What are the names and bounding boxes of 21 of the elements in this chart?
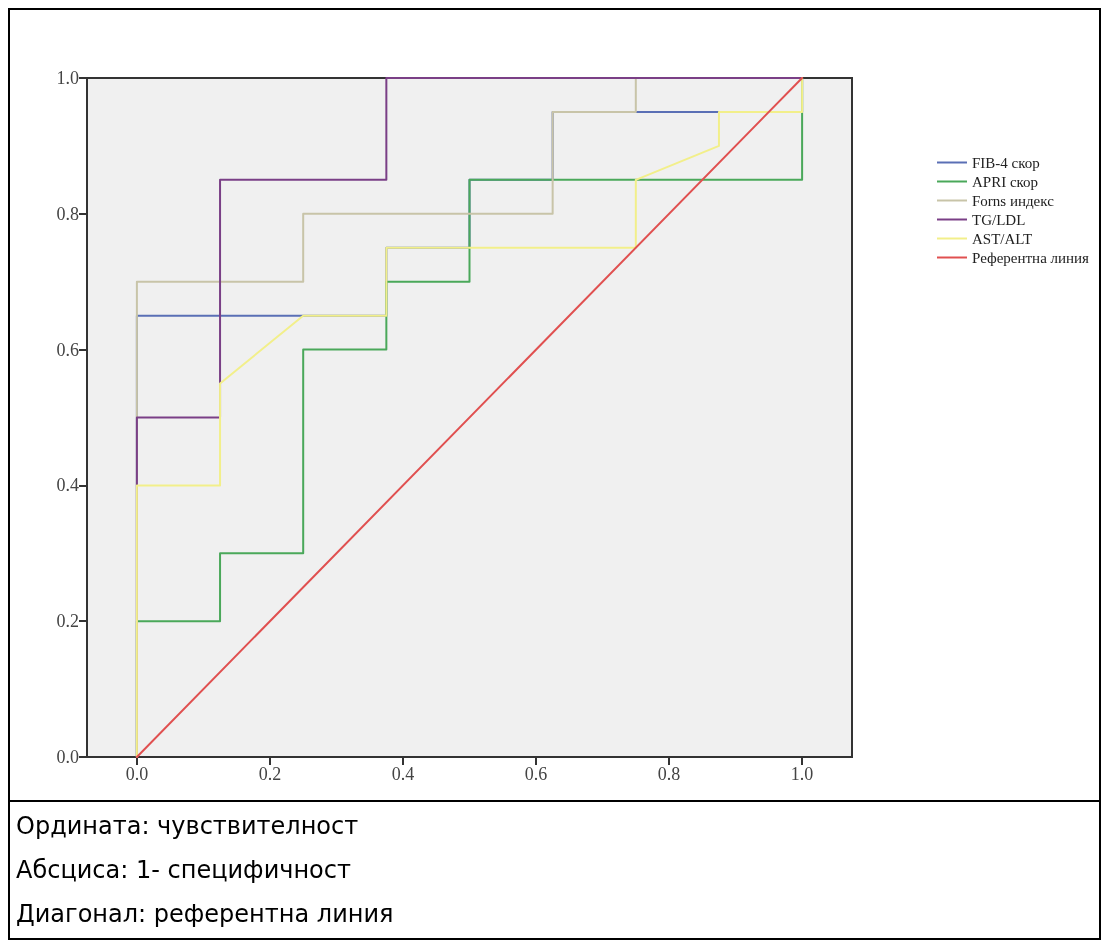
x-tick-label: 0.8: [657, 764, 681, 784]
x-tick-label: 1.0: [790, 764, 814, 784]
x-tick-label: 0.4: [391, 764, 415, 784]
y-tick-label: 0.8: [56, 203, 79, 224]
legend-label: Референтна линия: [972, 249, 1090, 266]
y-tick-label: 0.6: [56, 339, 79, 360]
legend-label: Forns индекс: [972, 192, 1055, 209]
text: Ордината: чувствителност: [16, 811, 360, 842]
legend-label: APRI скор: [972, 173, 1039, 190]
legend-label: AST/ALT: [972, 230, 1033, 247]
y-tick-label: 0.0: [56, 747, 79, 767]
y-tick-label: 0.4: [56, 475, 79, 496]
legend-label: TG/LDL: [972, 211, 1026, 228]
legend-label: FIB-4 скор: [972, 154, 1040, 171]
x-tick-label: 0.2: [258, 764, 282, 784]
text: Диагонал: референтна линия: [16, 899, 395, 930]
y-tick-label: 0.2: [56, 611, 79, 632]
x-tick-label: 0.6: [524, 764, 548, 784]
y-tick-label: 1.0: [56, 68, 79, 88]
x-tick-label: 0.0: [125, 764, 149, 784]
text: Абсциса: 1- специфичност: [16, 855, 352, 886]
